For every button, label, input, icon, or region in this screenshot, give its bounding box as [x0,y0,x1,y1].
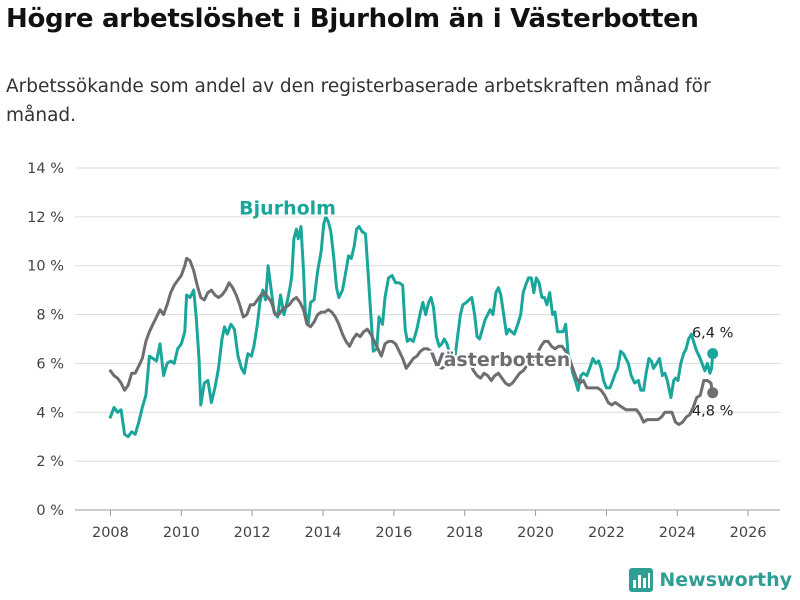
bar-chart-logo-icon [629,568,654,592]
end-value-label-vasterbotten: 4,8 % [692,404,733,420]
y-tick-label: 12 % [27,210,64,226]
chart-subtitle: Arbetssökande som andel av den registerb… [6,76,711,126]
end-value-label-bjurholm: 6,4 % [692,326,733,342]
chart-title: Högre arbetslöshet i Bjurholm än i Väste… [6,4,699,34]
series-line-bjurholm[interactable] [108,215,715,439]
label-layer: 6,4 % 4,8 % Bjurholm Västerbotten [237,195,733,420]
newsworthy-brand[interactable]: Newsworthy [629,568,792,592]
y-tick-label: 2 % [36,454,64,470]
grid-layer [75,167,780,511]
x-tick-label: 2022 [588,525,625,541]
y-tick-label: 14 % [27,161,64,177]
series-layer [108,215,719,439]
y-tick-label: 4 % [36,405,64,421]
series-end-point-vasterbotten[interactable] [707,387,719,399]
x-tick-label: 2008 [92,525,129,541]
x-tick-label: 2026 [730,525,767,541]
x-tick-label: 2020 [517,525,554,541]
x-tick-label: 2018 [446,525,483,541]
series-line-vasterbotten[interactable] [108,256,715,426]
axis-layer: 0 % 2 % 4 % 6 % 8 % 10 % 12 % 14 % 2008 2010 2012 2… [27,161,766,541]
brand-name: Newsworthy [659,569,792,591]
series-name-label-vasterbotten: Västerbotten [430,349,570,371]
series-end-point-bjurholm[interactable] [707,348,719,360]
x-tick-label: 2012 [234,525,271,541]
y-tick-label: 6 % [36,356,64,372]
y-tick-label: 10 % [27,259,64,275]
x-tick-label: 2010 [163,525,200,541]
y-tick-label: 8 % [36,308,64,324]
series-name-label-bjurholm: Bjurholm [239,197,336,219]
x-tick-label: 2024 [659,525,696,541]
x-tick-label: 2014 [305,525,342,541]
y-tick-label: 0 % [36,503,64,519]
x-tick-label: 2016 [375,525,412,541]
